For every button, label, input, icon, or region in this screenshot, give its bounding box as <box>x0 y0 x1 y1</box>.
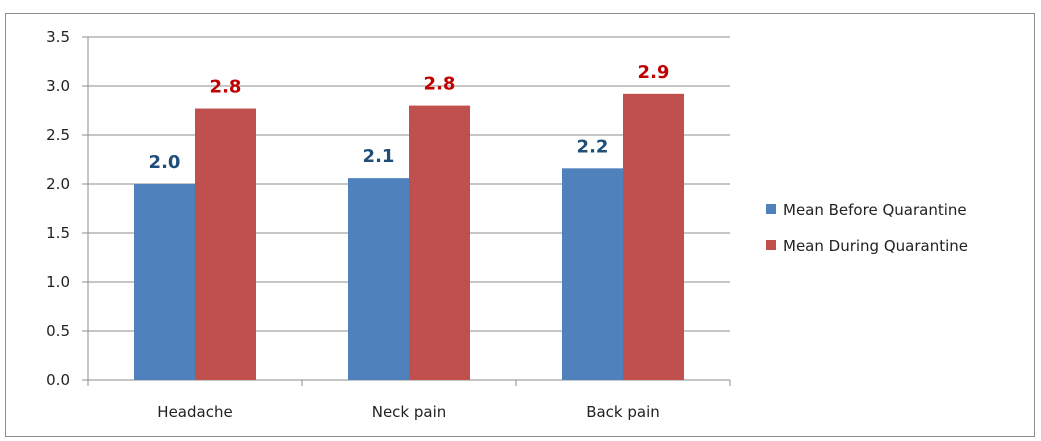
data-label: 2.9 <box>638 62 670 83</box>
legend-swatch <box>766 204 776 214</box>
y-tick-label: 1.5 <box>46 224 70 242</box>
data-label: 2.0 <box>149 152 181 173</box>
x-tick-label: Neck pain <box>372 403 447 421</box>
y-tick-label: 1.0 <box>46 273 70 291</box>
legend-swatch <box>766 240 776 250</box>
bar <box>562 168 623 380</box>
data-label: 2.8 <box>424 74 456 95</box>
y-tick-label: 2.0 <box>46 175 70 193</box>
x-tick-label: Headache <box>157 403 232 421</box>
legend-label: Mean During Quarantine <box>783 237 968 255</box>
y-tick-label: 0.5 <box>46 322 70 340</box>
y-tick-label: 0.0 <box>46 371 70 389</box>
bar <box>134 184 195 380</box>
bar <box>409 105 470 380</box>
bar <box>623 93 684 380</box>
bar <box>348 178 409 380</box>
bar <box>195 108 256 380</box>
data-label: 2.2 <box>577 136 609 157</box>
y-tick-label: 3.0 <box>46 77 70 95</box>
data-label: 2.1 <box>363 146 395 167</box>
data-label: 2.8 <box>210 77 242 98</box>
x-tick-label: Back pain <box>586 403 660 421</box>
y-tick-label: 2.5 <box>46 126 70 144</box>
y-tick-label: 3.5 <box>46 28 70 46</box>
legend-label: Mean Before Quarantine <box>783 201 967 219</box>
